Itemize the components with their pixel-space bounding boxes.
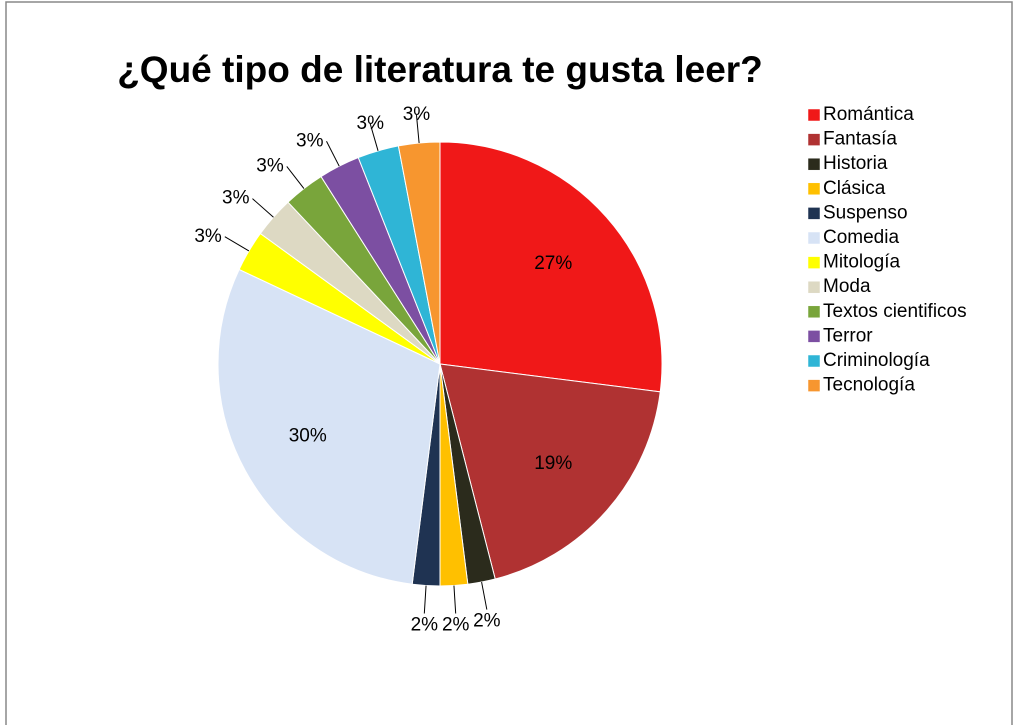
legend-label: Fantasía [823, 129, 897, 150]
legend-label: Tecnología [823, 375, 915, 396]
pie-slice [439, 363, 661, 580]
legend-swatch [807, 354, 821, 368]
legend-label: Historia [823, 153, 888, 174]
legend-label: Romántica [823, 104, 914, 125]
leader-line [286, 166, 305, 189]
pie-slice [217, 268, 441, 585]
data-label: 3% [357, 113, 385, 134]
leader-line [453, 585, 457, 614]
data-label: 2% [442, 615, 470, 636]
legend-swatch [807, 231, 821, 245]
chart-title: ¿Qué tipo de literatura te gusta leer? [117, 49, 763, 90]
data-label: 27% [534, 253, 572, 274]
leader-line [252, 198, 274, 218]
legend-label: Moda [823, 276, 871, 297]
leader-line [415, 115, 420, 144]
legend-swatch [807, 379, 821, 392]
legend-label: Comedia [823, 227, 899, 248]
leader-line [369, 123, 379, 151]
legend-swatch [807, 157, 821, 171]
legend-label: Clásica [823, 178, 886, 199]
legend-swatch [807, 133, 821, 146]
legend-swatch [807, 108, 821, 122]
legend-swatch [807, 280, 821, 294]
data-label: 3% [194, 226, 222, 247]
data-label: 19% [534, 453, 572, 474]
legend-label: Textos cientificos [823, 301, 967, 322]
legend-swatch [807, 207, 821, 220]
data-label: 30% [289, 426, 327, 447]
legend-label: Suspenso [823, 202, 908, 223]
legend-label: Mitología [823, 252, 901, 273]
legend-swatch [807, 256, 821, 269]
data-label: 3% [296, 130, 324, 151]
pie-slice [439, 141, 663, 393]
data-label: 2% [473, 611, 501, 632]
legend-swatch [807, 330, 821, 343]
data-label: 3% [222, 188, 250, 209]
legend-swatch [807, 182, 821, 196]
data-label: 3% [256, 155, 284, 176]
data-label: 3% [403, 104, 431, 125]
leader-line [326, 141, 340, 167]
leader-line [481, 581, 488, 610]
data-label: 2% [411, 615, 439, 636]
leader-line [224, 236, 250, 252]
legend-label: Terror [823, 325, 873, 346]
legend-swatch [807, 305, 821, 319]
leader-line [423, 585, 427, 614]
legend-label: Criminología [823, 350, 930, 371]
